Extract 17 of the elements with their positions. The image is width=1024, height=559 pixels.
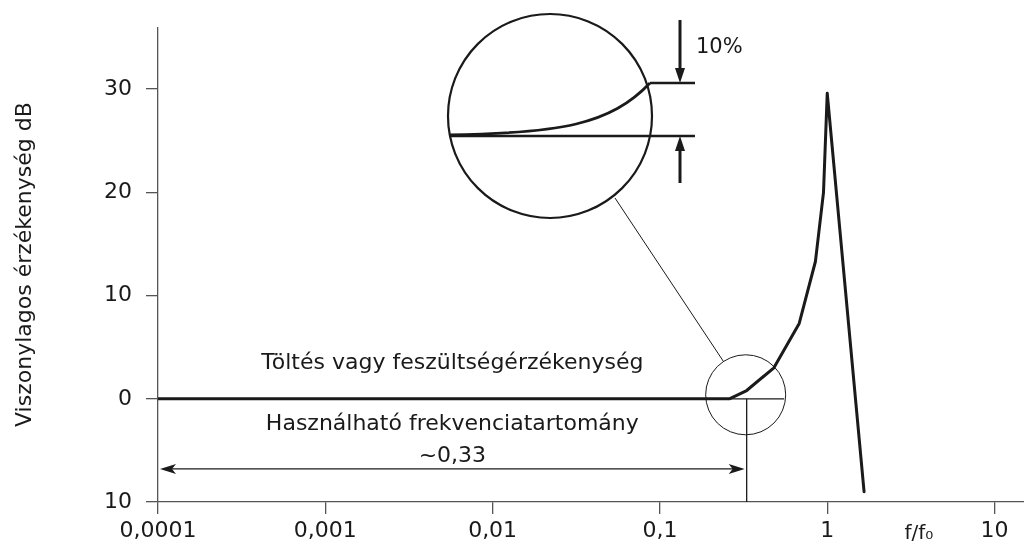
- x-tick-label: 1: [820, 516, 835, 542]
- y-tick-label: 10: [104, 281, 132, 307]
- x-tick-label: 0,1: [642, 516, 678, 542]
- x-tick-label: 0,01: [468, 516, 518, 542]
- x-axis-title: f/f₀: [904, 520, 934, 545]
- x-tick-label: 0,0001: [119, 516, 197, 542]
- y-tick-label: 0: [118, 384, 132, 410]
- x-tick-label: 10: [980, 516, 1009, 542]
- annotation: Töltés vagy feszültségérzékenység: [260, 348, 644, 374]
- y-tick-label: 30: [104, 74, 132, 100]
- annotation: Használható frekvenciatartomány: [265, 409, 639, 435]
- annotation: 10%: [696, 34, 743, 58]
- y-tick-label: 20: [104, 178, 132, 204]
- y-axis-title: Viszonylagos érzékenység dB: [10, 102, 36, 427]
- x-tick-label: 0,001: [293, 516, 357, 542]
- ref-line-label: ~0,33: [418, 441, 487, 467]
- y-tick-label: 10: [104, 487, 132, 513]
